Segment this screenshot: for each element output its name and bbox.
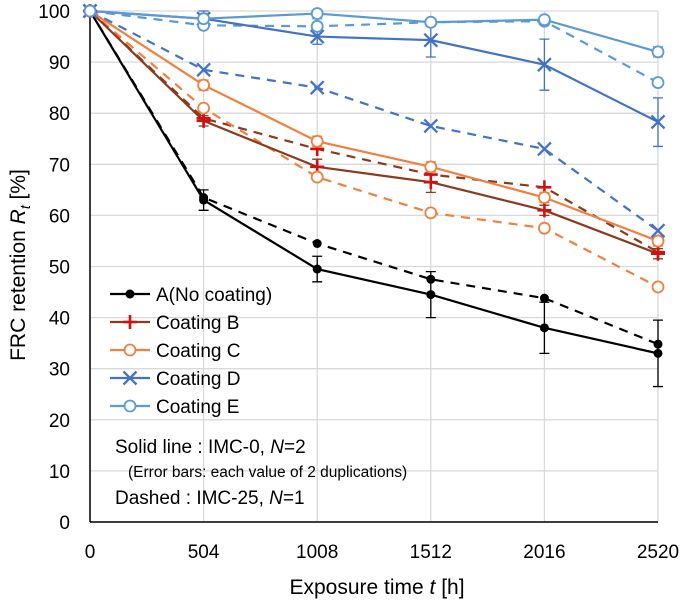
y-tick-label: 30 [49, 360, 70, 381]
series-coating-c-dashed-line [89, 10, 659, 288]
series-coating-b-solid-line [89, 10, 659, 255]
series-coating-c-solid-line [89, 10, 659, 242]
point-coating-e-solid [538, 13, 551, 27]
series-a-no-coating-solid-line [89, 10, 659, 355]
point-a-no-coating-solid [426, 290, 436, 300]
point-coating-d-solid [650, 114, 666, 130]
legend-marker [125, 289, 135, 299]
y-tick-label: 70 [49, 155, 70, 176]
series-coating-d-dashed-line [89, 10, 659, 232]
series-coating-e-dashed-line [89, 9, 659, 84]
point-coating-c-dashed [651, 280, 665, 294]
point-coating-c-dashed [197, 101, 211, 115]
point-coating-e-solid [424, 15, 438, 29]
point-coating-d-solid [309, 29, 325, 44]
y-tick-label: 20 [49, 411, 70, 432]
point-coating-d-solid [423, 32, 439, 48]
legend-label: Coating C [156, 341, 241, 362]
legend-item-coating-e: Coating E [110, 397, 239, 418]
point-a-no-coating-dashed [426, 274, 436, 284]
x-tick-label: 1512 [410, 542, 452, 563]
point-coating-d-dashed [196, 62, 211, 78]
point-coating-e-solid [651, 45, 665, 59]
legend-label: Coating D [156, 369, 241, 390]
point-coating-e-solid [197, 12, 211, 26]
legend-marker [123, 399, 137, 413]
series-coating-e-solid-line [89, 9, 659, 53]
point-coating-c-solid [538, 191, 551, 204]
y-tick-label: 50 [49, 258, 70, 279]
x-tick-label: 504 [188, 542, 220, 563]
x-tick-label: 1008 [296, 542, 338, 563]
legend-item-coating-c: Coating C [110, 341, 241, 362]
legend-label: Coating E [156, 397, 239, 418]
point-coating-b-solid [651, 246, 665, 261]
point-coating-c-solid [310, 134, 324, 148]
point-coating-b-solid [537, 203, 552, 218]
y-tick-label: 0 [59, 513, 70, 534]
point-a-no-coating-dashed [539, 293, 549, 303]
y-tick-label: 80 [49, 104, 70, 125]
point-coating-c-dashed [424, 206, 438, 220]
point-coating-e-solid [310, 7, 324, 20]
point-coating-e-solid [83, 4, 97, 18]
point-a-no-coating-dashed [312, 239, 322, 249]
y-axis-title: FRC retention Rt [%] [7, 169, 33, 361]
annotation-error-bars: (Error bars: each value of 2 duplication… [128, 464, 407, 481]
annotation-dashed-line: Dashed : IMC-25, N=1 [115, 488, 305, 509]
point-coating-c-solid [197, 78, 211, 92]
annotation-block: Solid line : IMC-0, N=2 (Error bars: eac… [115, 437, 407, 509]
point-coating-e-dashed [310, 19, 324, 33]
y-tick-label: 60 [49, 206, 70, 227]
legend-marker [123, 315, 137, 329]
point-coating-b-solid [196, 113, 211, 128]
y-tick-label: 100 [38, 2, 70, 23]
point-a-no-coating-solid [539, 323, 549, 333]
point-coating-c-dashed [310, 170, 324, 184]
x-tick-label: 2016 [523, 542, 565, 563]
point-coating-d-dashed [650, 223, 666, 239]
point-coating-d-dashed [423, 118, 439, 134]
y-tick-label: 10 [49, 462, 70, 483]
point-a-no-coating-dashed [653, 339, 663, 349]
point-a-no-coating-solid [199, 195, 209, 205]
point-coating-c-solid [424, 160, 438, 174]
legend: A(No coating) Coating B Coating C Coating D… [110, 285, 272, 418]
point-coating-d-solid [537, 57, 552, 72]
point-a-no-coating-solid [653, 348, 663, 358]
y-tick-label: 40 [49, 309, 70, 330]
legend-marker [122, 370, 138, 386]
series-coating-b-dashed-line [89, 10, 659, 254]
legend-label: Coating B [156, 313, 239, 334]
point-coating-c-solid [651, 234, 665, 248]
point-coating-b-solid [423, 175, 438, 190]
legend-item-coating-b: Coating B [110, 313, 239, 334]
legend-item-a-no-coating: A(No coating) [110, 285, 272, 306]
y-tick-label: 90 [49, 53, 70, 74]
legend-marker [123, 343, 137, 357]
point-coating-d-dashed [537, 141, 552, 157]
legend-item-coating-d: Coating D [110, 369, 241, 390]
x-axis-title: Exposure time t [h] [289, 576, 464, 599]
point-coating-c-dashed [538, 221, 551, 235]
annotation-solid-line: Solid line : IMC-0, N=2 [115, 437, 306, 458]
point-a-no-coating-solid [312, 264, 322, 274]
chart-series [82, 3, 666, 388]
chart-ticks: 0 10 20 30 40 50 60 70 80 90 100 0 504 1008 1512 2016 25… [38, 2, 679, 563]
point-coating-e-dashed [651, 76, 665, 89]
x-tick-label: 2520 [637, 542, 679, 563]
legend-label: A(No coating) [156, 285, 272, 306]
x-tick-label: 0 [85, 542, 96, 563]
point-coating-d-dashed [309, 80, 325, 95]
